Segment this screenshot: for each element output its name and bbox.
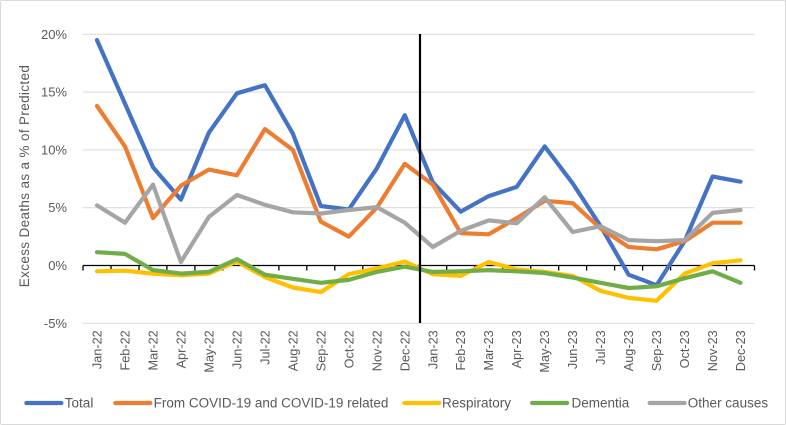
svg-text:Respiratory: Respiratory bbox=[442, 396, 511, 411]
svg-text:Jun-23: Jun-23 bbox=[566, 330, 580, 369]
svg-text:Feb-23: Feb-23 bbox=[454, 330, 468, 370]
svg-text:Mar-22: Mar-22 bbox=[147, 330, 161, 370]
svg-text:May-23: May-23 bbox=[538, 330, 552, 372]
svg-text:Jul-22: Jul-22 bbox=[258, 330, 272, 365]
svg-text:Apr-23: Apr-23 bbox=[510, 330, 524, 368]
svg-text:Dec-22: Dec-22 bbox=[398, 330, 412, 371]
svg-text:Other causes: Other causes bbox=[688, 396, 769, 411]
svg-text:Jun-22: Jun-22 bbox=[230, 330, 244, 369]
svg-text:Jul-23: Jul-23 bbox=[594, 330, 608, 365]
svg-text:0%: 0% bbox=[48, 258, 67, 273]
svg-text:10%: 10% bbox=[41, 142, 67, 157]
svg-text:Oct-23: Oct-23 bbox=[678, 330, 692, 368]
svg-text:Sep-22: Sep-22 bbox=[314, 330, 328, 371]
svg-text:Apr-22: Apr-22 bbox=[174, 330, 188, 368]
svg-text:Sep-23: Sep-23 bbox=[650, 330, 664, 371]
svg-text:Aug-23: Aug-23 bbox=[622, 330, 636, 371]
svg-text:Jan-23: Jan-23 bbox=[426, 330, 440, 369]
svg-text:Excess Deaths as a % of Predic: Excess Deaths as a % of Predicted bbox=[17, 65, 32, 287]
svg-text:From COVID-19 and COVID-19 rel: From COVID-19 and COVID-19 related bbox=[154, 396, 389, 411]
svg-text:Mar-23: Mar-23 bbox=[482, 330, 496, 370]
svg-text:20%: 20% bbox=[41, 27, 67, 42]
svg-text:Feb-22: Feb-22 bbox=[119, 330, 133, 370]
svg-text:Dec-23: Dec-23 bbox=[734, 330, 748, 371]
svg-text:Oct-22: Oct-22 bbox=[342, 330, 356, 368]
svg-text:5%: 5% bbox=[48, 200, 67, 215]
svg-text:May-22: May-22 bbox=[202, 330, 216, 372]
svg-text:-5%: -5% bbox=[44, 316, 68, 331]
svg-text:Nov-22: Nov-22 bbox=[370, 330, 384, 371]
svg-text:Jan-22: Jan-22 bbox=[91, 330, 105, 369]
svg-text:Total: Total bbox=[65, 396, 94, 411]
svg-text:Aug-22: Aug-22 bbox=[286, 330, 300, 371]
svg-text:Dementia: Dementia bbox=[572, 396, 630, 411]
svg-text:15%: 15% bbox=[41, 85, 67, 100]
svg-text:Nov-23: Nov-23 bbox=[706, 330, 720, 371]
